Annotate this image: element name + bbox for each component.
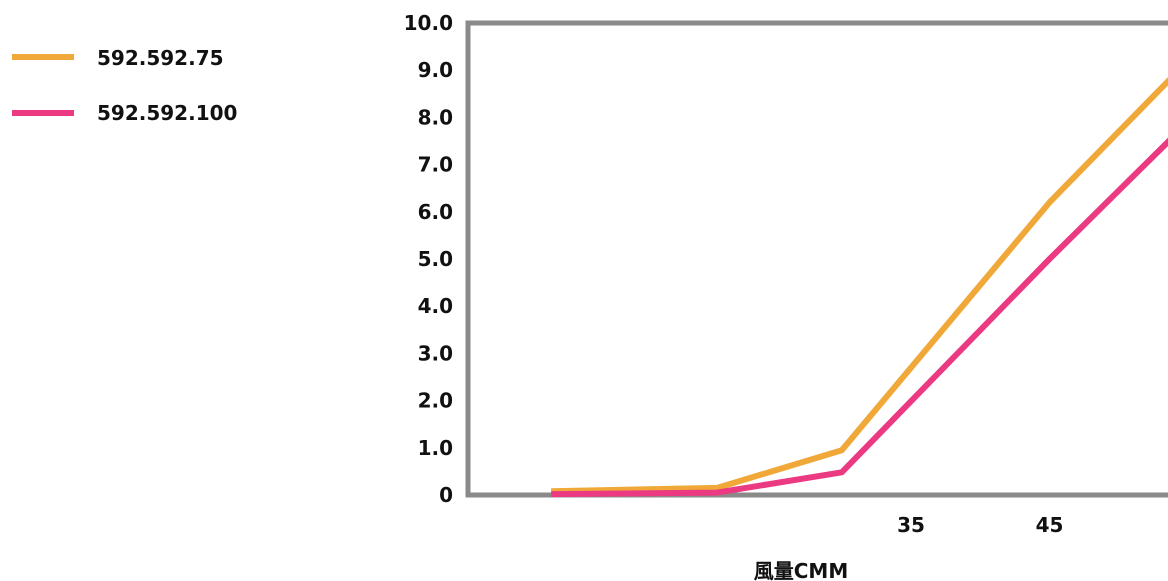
y-tick-label: 7.0 xyxy=(418,153,453,177)
legend-label-series-2: 592.592.100 xyxy=(97,101,237,125)
y-tick-label: 2.0 xyxy=(418,389,453,413)
legend-label-series-1: 592.592.75 xyxy=(97,46,224,70)
x-tick-label: 45 xyxy=(1036,513,1064,537)
x-tick-label: 35 xyxy=(897,513,925,537)
y-tick-label: 9.0 xyxy=(418,58,453,82)
y-tick-label: 0 xyxy=(439,483,453,507)
series-lines xyxy=(551,76,1168,498)
plot-frame xyxy=(465,20,1168,498)
y-tick-label: 3.0 xyxy=(418,341,453,365)
y-tick-label: 8.0 xyxy=(418,105,453,129)
series-line-1 xyxy=(551,76,1168,495)
x-axis-ticks: 354555 xyxy=(897,513,1064,537)
legend: 592.592.75 592.592.100 xyxy=(12,46,237,125)
y-tick-label: 10.0 xyxy=(404,11,453,35)
y-tick-label: 6.0 xyxy=(418,200,453,224)
y-tick-label: 1.0 xyxy=(418,436,453,460)
y-tick-label: 4.0 xyxy=(418,294,453,318)
x-axis-label: 風量CMM xyxy=(754,559,848,581)
y-tick-label: 5.0 xyxy=(418,247,453,271)
series-line-2 xyxy=(551,137,1168,498)
y-axis-ticks: 0 1.0 2.0 3.0 4.0 5.0 6.0 7.0 8.0 9.0 10.0 xyxy=(404,11,453,507)
